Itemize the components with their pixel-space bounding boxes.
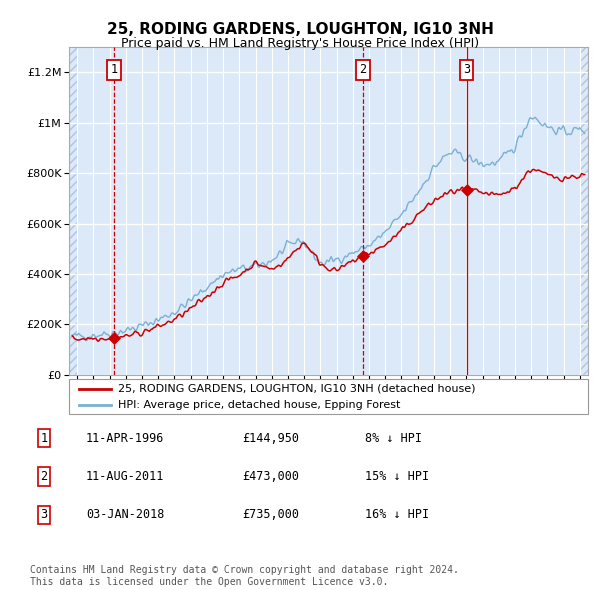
- Text: Price paid vs. HM Land Registry's House Price Index (HPI): Price paid vs. HM Land Registry's House …: [121, 37, 479, 50]
- Text: 8% ↓ HPI: 8% ↓ HPI: [365, 431, 422, 445]
- Text: 25, RODING GARDENS, LOUGHTON, IG10 3NH (detached house): 25, RODING GARDENS, LOUGHTON, IG10 3NH (…: [118, 384, 476, 394]
- Text: £735,000: £735,000: [242, 508, 299, 522]
- Text: 03-JAN-2018: 03-JAN-2018: [86, 508, 164, 522]
- Text: 11-APR-1996: 11-APR-1996: [86, 431, 164, 445]
- Text: 2: 2: [359, 63, 366, 76]
- Text: HPI: Average price, detached house, Epping Forest: HPI: Average price, detached house, Eppi…: [118, 401, 401, 410]
- Text: 2: 2: [40, 470, 47, 483]
- Text: 11-AUG-2011: 11-AUG-2011: [86, 470, 164, 483]
- Text: 15% ↓ HPI: 15% ↓ HPI: [365, 470, 429, 483]
- Text: £473,000: £473,000: [242, 470, 299, 483]
- Text: 3: 3: [40, 508, 47, 522]
- Text: Contains HM Land Registry data © Crown copyright and database right 2024.
This d: Contains HM Land Registry data © Crown c…: [30, 565, 459, 587]
- Bar: [69, 47, 77, 375]
- Bar: [580, 47, 588, 375]
- Text: 1: 1: [40, 431, 47, 445]
- Text: £144,950: £144,950: [242, 431, 299, 445]
- FancyBboxPatch shape: [69, 379, 588, 414]
- Text: 1: 1: [110, 63, 118, 76]
- Text: 25, RODING GARDENS, LOUGHTON, IG10 3NH: 25, RODING GARDENS, LOUGHTON, IG10 3NH: [107, 22, 493, 37]
- Text: 16% ↓ HPI: 16% ↓ HPI: [365, 508, 429, 522]
- Text: 3: 3: [463, 63, 470, 76]
